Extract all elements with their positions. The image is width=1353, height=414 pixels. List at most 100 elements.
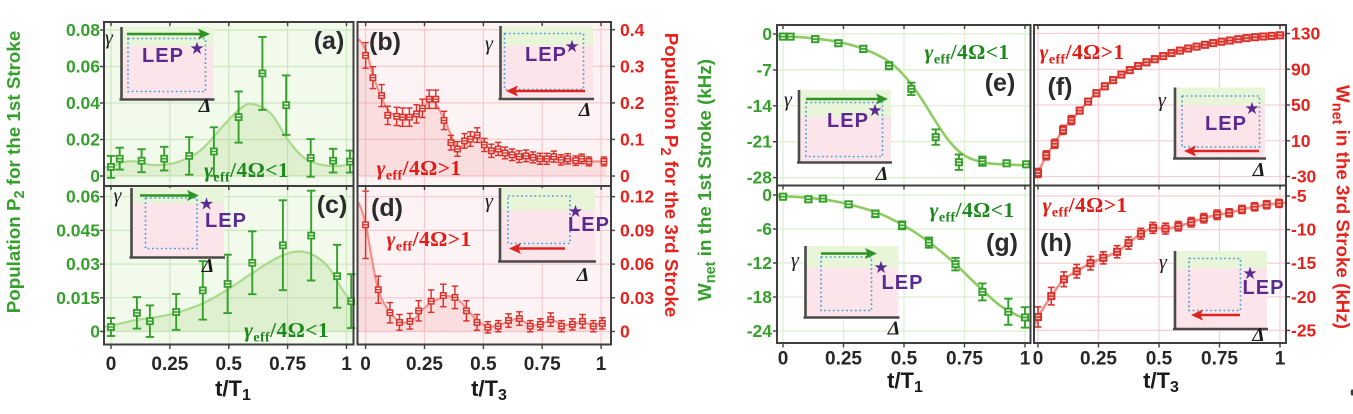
svg-text:γeff/4Ω>1: γeff/4Ω>1 [386,227,471,255]
svg-text:Population P2 for the 3rd Stro: Population P2 for the 3rd Stroke [657,33,682,318]
svg-text:1: 1 [596,354,607,375]
svg-text:0: 0 [620,166,630,186]
svg-text:0: 0 [1033,349,1044,370]
svg-text:0: 0 [360,354,371,375]
svg-text:Δ: Δ [1252,159,1266,181]
svg-text:-18: -18 [747,287,773,307]
svg-text:1: 1 [1020,349,1031,370]
svg-text:γeff/4Ω>1: γeff/4Ω>1 [376,156,461,184]
svg-text:γeff/4Ω>1: γeff/4Ω>1 [1042,193,1127,221]
svg-text:0.045: 0.045 [56,220,100,240]
svg-text:Population P2 for the 1st Stro: Population P2 for the 1st Stroke [3,31,28,314]
svg-text:γ: γ [485,191,494,213]
svg-text:0.04: 0.04 [66,93,100,113]
svg-text:-25: -25 [1291,320,1317,340]
svg-text:γ: γ [784,89,793,111]
svg-text:0.02: 0.02 [66,130,100,150]
svg-text:γeff/4Ω<1: γeff/4Ω<1 [924,40,1009,68]
svg-text:LEP: LEP [525,44,567,66]
svg-text:0.5: 0.5 [891,349,918,370]
svg-text:(a): (a) [314,27,345,55]
svg-text:0.1: 0.1 [620,129,645,149]
svg-text:0.09: 0.09 [620,220,654,240]
svg-text:(c): (c) [317,191,348,219]
svg-text:-15: -15 [1291,253,1317,273]
svg-text:0.5: 0.5 [1146,349,1173,370]
svg-text:0.25: 0.25 [825,349,862,370]
svg-text:130: 130 [1291,24,1320,44]
svg-text:0.75: 0.75 [269,354,306,375]
svg-text:LEP: LEP [568,214,610,236]
svg-text:-12: -12 [747,253,773,273]
svg-text:(b): (b) [369,28,401,56]
svg-text:γeff/4Ω<1: γeff/4Ω<1 [244,318,329,346]
svg-text:0.06: 0.06 [66,187,100,207]
svg-text:γ: γ [791,250,800,272]
svg-text:LEP: LEP [142,45,184,67]
svg-text:0.015: 0.015 [56,288,100,308]
svg-text:γ: γ [485,33,494,55]
svg-text:0.75: 0.75 [946,349,983,370]
svg-text:0.06: 0.06 [620,254,654,274]
svg-text:0: 0 [90,322,100,342]
svg-text:★: ★ [873,258,888,277]
svg-text:γeff/4Ω<1: γeff/4Ω<1 [929,198,1014,226]
svg-text:1: 1 [341,354,352,375]
svg-text:0.08: 0.08 [66,20,100,40]
svg-text:90: 90 [1291,59,1311,79]
svg-text:Δ: Δ [875,163,889,185]
svg-text:LEP: LEP [1205,113,1247,135]
svg-text:(h): (h) [1040,229,1072,257]
svg-text:1: 1 [1275,349,1286,370]
svg-text:Δ: Δ [198,95,212,117]
svg-text:0.03: 0.03 [620,288,654,308]
svg-text:50: 50 [1291,95,1311,115]
svg-text:★: ★ [199,195,214,214]
svg-text:-14: -14 [747,96,773,116]
svg-text:★: ★ [1244,99,1259,118]
svg-text:γ: γ [1159,252,1168,274]
svg-text:0.5: 0.5 [216,354,243,375]
svg-text:(g): (g) [986,229,1018,257]
svg-text:γeff/4Ω<1: γeff/4Ω<1 [204,158,289,186]
svg-text:γ: γ [1158,90,1167,112]
svg-text:-21: -21 [747,132,773,152]
svg-text:-6: -6 [756,219,772,239]
svg-text:0.12: 0.12 [620,187,654,207]
svg-text:★: ★ [1242,264,1257,283]
svg-text:(d): (d) [371,194,403,222]
svg-text:Δ: Δ [201,255,215,277]
svg-text:★: ★ [564,37,579,56]
svg-text:(f): (f) [1048,73,1073,101]
svg-text:0.75: 0.75 [524,354,561,375]
svg-text:-7: -7 [756,60,772,80]
svg-text:-28: -28 [747,168,773,188]
svg-text:0.4: 0.4 [620,20,645,40]
svg-text:0.2: 0.2 [620,93,645,113]
svg-text:Wnet in the 1st Stroke (kHz): Wnet in the 1st Stroke (kHz) [694,59,719,301]
svg-text:0.75: 0.75 [1201,349,1238,370]
svg-text:γeff/4Ω>1: γeff/4Ω>1 [1039,40,1124,68]
svg-text:0: 0 [762,185,772,205]
svg-text:Wnet in the 3rd Stroke (kHz): Wnet in the 3rd Stroke (kHz) [1329,85,1353,329]
svg-text:-24: -24 [747,321,773,341]
svg-text:0.5: 0.5 [470,354,497,375]
svg-text:-5: -5 [1291,186,1307,206]
svg-text:0: 0 [778,349,789,370]
svg-text:0: 0 [762,24,772,44]
svg-text:Δ: Δ [576,264,590,286]
svg-text:★: ★ [568,202,583,221]
svg-text:0: 0 [620,322,630,342]
svg-text:★: ★ [189,39,204,58]
svg-text:0.25: 0.25 [406,354,443,375]
svg-text:0.06: 0.06 [66,57,100,77]
svg-text:0.25: 0.25 [151,354,188,375]
svg-text:0.3: 0.3 [620,56,645,76]
svg-text:LEP: LEP [827,110,869,132]
svg-text:0.25: 0.25 [1080,349,1117,370]
svg-text:0: 0 [106,354,117,375]
svg-text:Δ: Δ [1251,324,1265,346]
svg-text:Δ: Δ [578,99,592,121]
svg-text:★: ★ [867,101,882,120]
svg-text:0.03: 0.03 [66,254,100,274]
